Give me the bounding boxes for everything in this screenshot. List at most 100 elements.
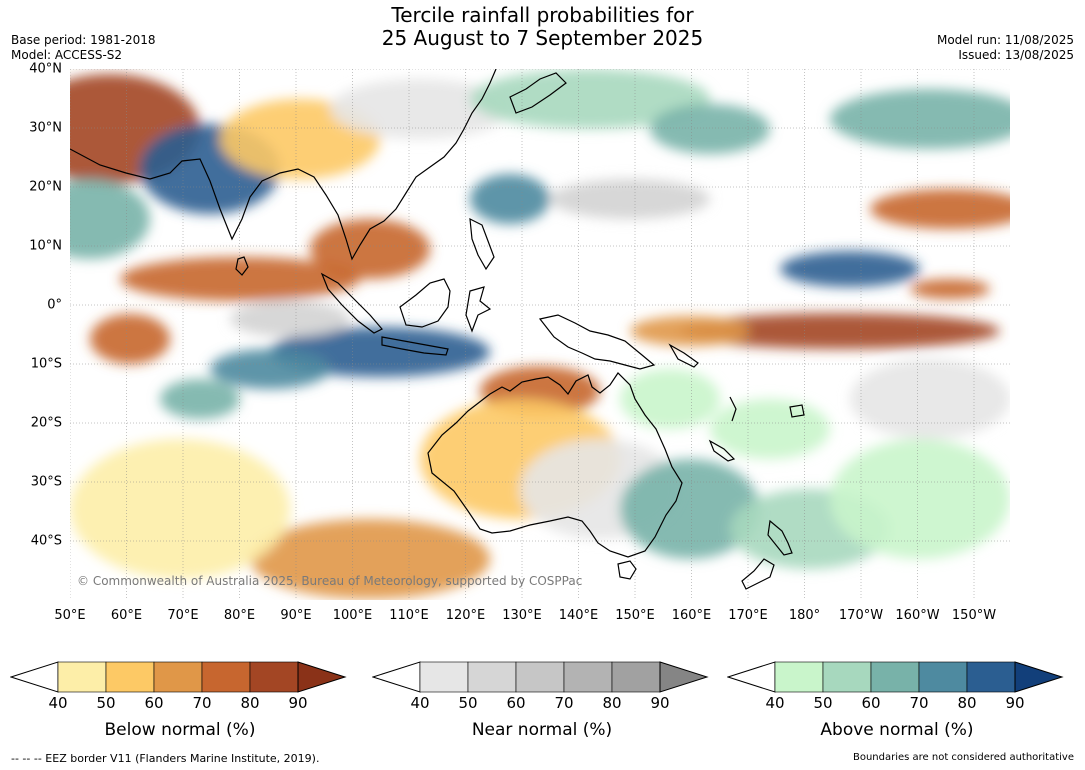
latitude-label: 0° [47, 297, 62, 313]
longitude-label: 70°E [167, 608, 199, 623]
probability-region [470, 69, 710, 129]
model-run: Model run: 11/08/2025 [936, 33, 1074, 47]
longitude-label: 150°W [951, 608, 997, 623]
probability-region [210, 349, 330, 389]
model-name: Model: ACCESS-S2 [11, 48, 123, 62]
longitude-label: 100°E [332, 608, 373, 623]
probability-region [310, 219, 430, 279]
map-graticule [70, 69, 1010, 600]
latitude-label: 30°S [30, 474, 62, 490]
longitude-label: 170°W [838, 608, 884, 623]
colorbar-tick-label: 50 [458, 694, 478, 712]
longitude-label: 60°E [110, 608, 143, 623]
sumatra-coastline [320, 272, 383, 334]
latitude-label: 40°N [29, 61, 62, 77]
base-period: Base period: 1981-2018 [11, 33, 156, 47]
borneo-coastline [399, 278, 451, 328]
colorbar-segment [774, 661, 824, 693]
java-coastline [381, 336, 449, 356]
colorbar-segment [515, 661, 565, 693]
legend-below-normal: 40 50 60 70 80 90 Below normal (%) [9, 660, 350, 740]
colorbar-segment [201, 661, 251, 693]
probability-region [680, 313, 1000, 349]
longitude-label: 80°E [223, 608, 256, 623]
probability-map: © Commonwealth of Australia 2025, Bureau… [70, 69, 1010, 600]
probability-region [250, 519, 490, 599]
probability-region [620, 459, 760, 559]
meta-right: Model run: 11/08/2025 Issued: 13/08/2025 [937, 33, 1074, 63]
colorbar-segment [563, 661, 613, 693]
colorbar-extend-high [659, 661, 709, 693]
sulawesi-coastline [465, 286, 492, 333]
colorbar-segment [249, 661, 299, 693]
longitude-label: 110°E [389, 608, 429, 623]
map-svg: © Commonwealth of Australia 2025, Bureau… [70, 69, 1010, 600]
probability-region [550, 179, 710, 219]
longitude-label: 160°W [895, 608, 940, 623]
probability-region [90, 314, 170, 364]
legend-above-normal: 40 50 60 70 80 90 Above normal (%) [726, 660, 1067, 740]
longitude-label: 170°E [728, 608, 768, 623]
colorbar-tick-label: 40 [765, 694, 785, 712]
colorbar-tick-label: 60 [144, 694, 164, 712]
tasmania-coastline [617, 560, 637, 580]
new-caledonia-coastline [708, 439, 736, 462]
colorbar-tick-label: 50 [813, 694, 833, 712]
colorbar-tick-label: 70 [192, 694, 212, 712]
colorbar-tick-label: 90 [1005, 694, 1025, 712]
probability-region [910, 279, 990, 299]
title-line-1: Tercile rainfall probabilities for [391, 3, 694, 27]
boundary-disclaimer: Boundaries are not considered authoritat… [852, 752, 1074, 763]
legend-below-title: Below normal (%) [104, 720, 256, 740]
latitude-label: 40°S [30, 533, 62, 549]
meta-left: Base period: 1981-2018 Model: ACCESS-S2 [11, 33, 156, 63]
latitude-label: 20°N [29, 179, 62, 195]
australia-coastline [427, 372, 683, 558]
longitude-label: 130°E [502, 608, 542, 623]
philippines-coastline [469, 217, 495, 271]
colorbar-tick-label: 40 [48, 694, 68, 712]
colorbar-segment [822, 661, 872, 693]
japan-coastline [509, 72, 567, 114]
chart-title: Tercile rainfall probabilities for 25 Au… [0, 4, 1085, 50]
new-zealand-coastline [741, 519, 793, 590]
probability-region [830, 439, 1010, 559]
longitude-label: 50°E [54, 608, 86, 623]
longitude-label: 140°E [558, 608, 599, 623]
probability-region [160, 379, 240, 419]
latitude-label: 30°N [29, 120, 62, 136]
longitude-label: 160°E [671, 608, 712, 623]
probability-shading [70, 69, 1010, 599]
probability-region [230, 301, 350, 337]
colorbar-segment [153, 661, 203, 693]
colorbar-tick-label: 40 [410, 694, 430, 712]
legend-near-title: Near normal (%) [471, 720, 613, 740]
probability-region [70, 179, 150, 259]
longitude-label: 180° [788, 608, 821, 623]
vanuatu-coastline [729, 396, 737, 422]
probability-region [650, 104, 770, 154]
colorbar-extend-low [9, 661, 59, 693]
colorbar-segment [918, 661, 968, 693]
colorbar-extend-high [1014, 661, 1064, 693]
copyright-notice: © Commonwealth of Australia 2025, Bureau… [77, 574, 582, 588]
colorbar-segment [467, 661, 517, 693]
colorbar-segment [966, 661, 1016, 693]
colorbar-tick-label: 80 [602, 694, 622, 712]
legend-above-colorbar [726, 661, 1064, 693]
legend-below-colorbar [9, 661, 347, 693]
colorbar-tick-label: 60 [861, 694, 881, 712]
probability-region [630, 316, 750, 346]
coastlines [70, 69, 805, 590]
colorbar-tick-label: 50 [96, 694, 116, 712]
latitude-label: 20°S [30, 415, 62, 431]
probability-region [330, 79, 510, 139]
longitude-label: 90°E [280, 608, 312, 623]
latitude-label: 10°S [30, 356, 62, 372]
colorbar-tick-label: 80 [240, 694, 260, 712]
colorbar-segment [105, 661, 155, 693]
probability-region [710, 399, 830, 459]
colorbar-segment [870, 661, 920, 693]
longitude-label: 150°E [615, 608, 655, 623]
colorbar-tick-label: 90 [650, 694, 670, 712]
